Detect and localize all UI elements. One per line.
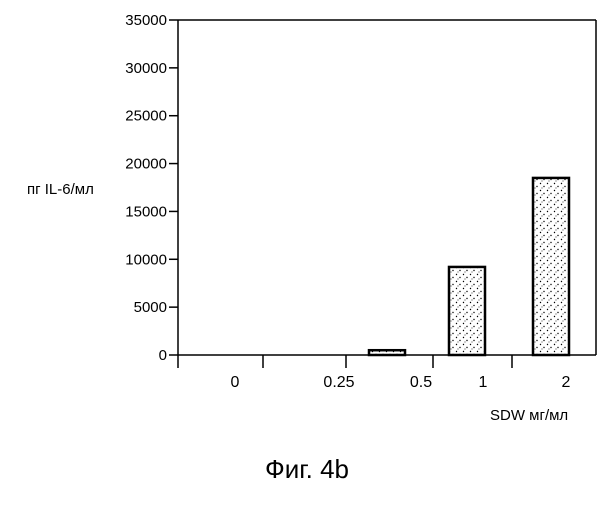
y-tick-label: 35000 (125, 12, 167, 29)
y-tick-label: 15000 (125, 203, 167, 220)
figure-caption: Фиг. 4b (265, 454, 349, 484)
x-tick-label: 1 (479, 374, 488, 391)
y-tick-label: 30000 (125, 60, 167, 77)
bar-1 (449, 267, 485, 355)
y-tick-label: 5000 (134, 299, 167, 316)
chart-figure: 0 5000 10000 15000 20000 25000 30000 35000 0 0.2… (0, 0, 615, 500)
x-tick-label: 0.5 (410, 374, 432, 391)
y-tick-label: 20000 (125, 156, 167, 173)
bar-2 (533, 178, 569, 355)
x-axis-label: SDW мг/мл (490, 407, 568, 424)
bar-0.5 (369, 350, 405, 355)
y-tick-label: 0 (159, 347, 167, 364)
x-tick-label: 0.25 (323, 374, 354, 391)
x-tick-label: 0 (231, 374, 240, 391)
y-axis-label: пг IL-6/мл (27, 181, 94, 198)
bar-chart: 0 5000 10000 15000 20000 25000 30000 35000 0 0.2… (0, 0, 615, 500)
y-tick-label: 25000 (125, 108, 167, 125)
y-tick-label: 10000 (125, 251, 167, 268)
x-tick-label: 2 (562, 374, 571, 391)
